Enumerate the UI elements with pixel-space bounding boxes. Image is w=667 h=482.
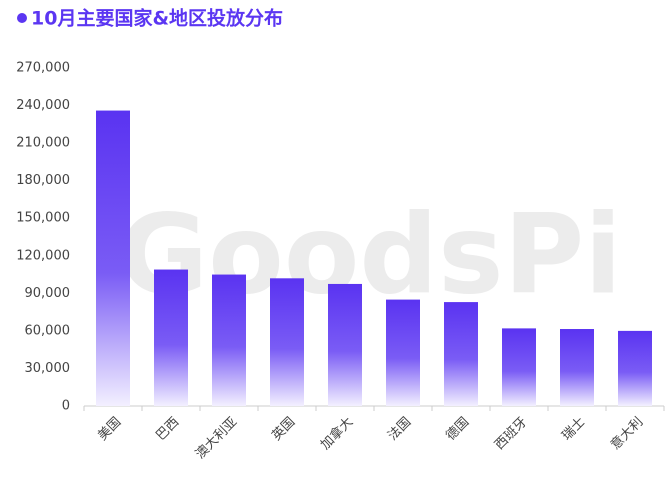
bar (270, 278, 304, 406)
y-tick-label: 150,000 (16, 211, 70, 226)
y-tick-label: 270,000 (16, 61, 70, 76)
y-tick-label: 210,000 (16, 136, 70, 151)
y-tick-label: 180,000 (16, 173, 70, 188)
x-tick-label: 法国 (385, 415, 414, 444)
bar (618, 330, 652, 406)
x-tick-label: 西班牙 (492, 415, 530, 453)
bar (560, 329, 594, 406)
x-tick-label: 美国 (95, 415, 124, 444)
bar (444, 302, 478, 406)
x-tick-label: 英国 (269, 415, 298, 444)
y-tick-label: 240,000 (16, 98, 70, 113)
watermark: GoodsPi (118, 190, 622, 318)
y-tick-label: 60,000 (25, 323, 71, 338)
x-tick-label: 瑞士 (559, 415, 588, 444)
x-tick-label: 意大利 (607, 414, 646, 453)
y-tick-label: 90,000 (25, 286, 71, 301)
y-tick-label: 30,000 (25, 361, 71, 376)
bar (502, 328, 536, 406)
title-bullet (17, 13, 27, 23)
bar (96, 110, 130, 407)
x-tick-label: 澳大利亚 (192, 414, 240, 462)
y-tick-label: 120,000 (16, 248, 70, 263)
bar (212, 274, 246, 406)
x-tick-label: 巴西 (153, 415, 182, 444)
bar (154, 269, 188, 406)
x-tick-label: 加拿大 (317, 414, 356, 453)
bar (328, 283, 362, 406)
y-tick-label: 0 (62, 399, 70, 414)
x-tick-label: 德国 (443, 415, 472, 444)
bar (386, 299, 420, 406)
chart-title: 10月主要国家&地区投放分布 (31, 7, 283, 30)
